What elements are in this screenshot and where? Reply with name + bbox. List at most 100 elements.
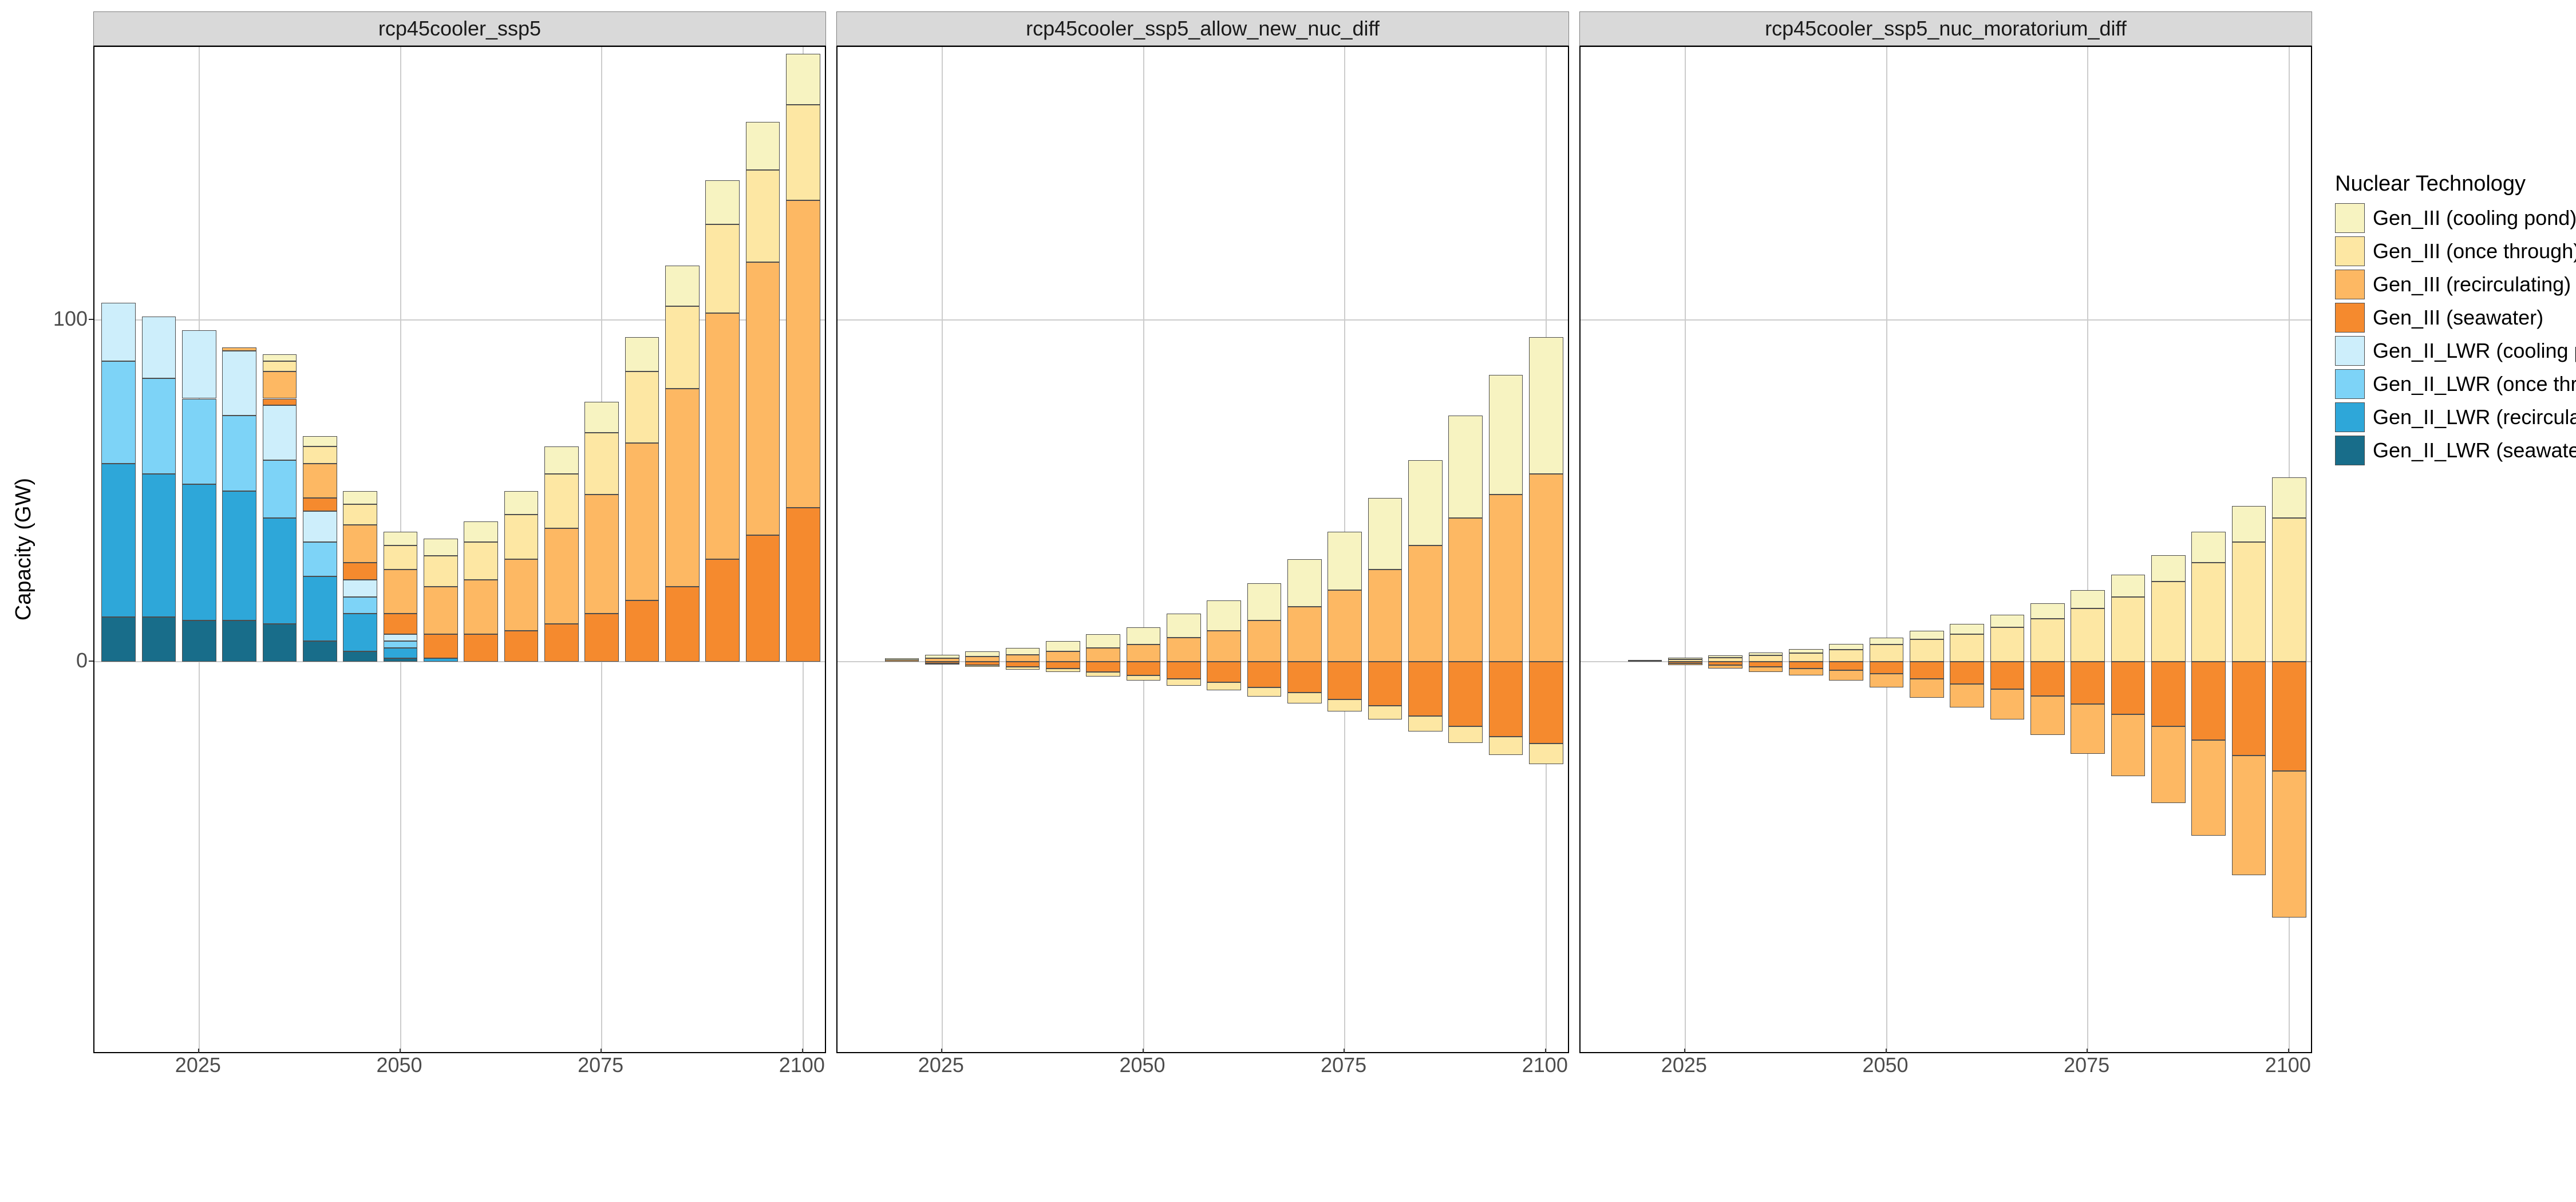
bar-group — [625, 47, 659, 1052]
bar-segment — [1628, 660, 1662, 661]
bar-segment — [222, 491, 256, 621]
bar-segment — [746, 262, 780, 535]
bar-group — [584, 47, 619, 1052]
bar-group — [965, 47, 999, 1052]
bar-segment — [665, 389, 700, 587]
bar-segment — [746, 170, 780, 262]
bar-segment — [1207, 682, 1241, 690]
bar-segment — [544, 446, 579, 474]
bar-segment — [1327, 699, 1362, 711]
bar-segment — [1950, 662, 1984, 684]
legend-item: Gen_III (seawater) — [2335, 303, 2576, 333]
bar-group — [1628, 47, 1662, 1052]
bar-segment — [2191, 532, 2226, 563]
bar-segment — [424, 587, 458, 635]
bar-segment — [1046, 641, 1080, 651]
x-tick: 2025 — [1661, 1053, 1707, 1077]
y-tick: 100 — [53, 307, 88, 331]
bar-segment — [2151, 726, 2186, 803]
figure: Capacity (GW) 0100 rcp45cooler_ssp520252… — [11, 11, 2576, 1088]
bar-segment — [424, 634, 458, 658]
bar-group — [1489, 47, 1523, 1052]
bar-segment — [182, 399, 216, 484]
x-tick: 2025 — [175, 1053, 221, 1077]
bar-segment — [2232, 542, 2266, 662]
legend-swatch — [2335, 303, 2365, 333]
bar-segment — [885, 660, 919, 662]
bar-segment — [1127, 662, 1161, 675]
bar-group — [1910, 47, 1944, 1052]
bar-group — [182, 47, 216, 1052]
bar-segment — [925, 655, 959, 658]
bar-segment — [625, 337, 659, 371]
bar-segment — [384, 641, 418, 648]
bar-group — [1789, 47, 1823, 1052]
bar-segment — [1368, 498, 1402, 570]
bar-segment — [263, 624, 297, 662]
panel: rcp45cooler_ssp5_allow_new_nuc_diff20252… — [836, 11, 1569, 1088]
x-tick: 2100 — [779, 1053, 825, 1077]
bar-segment — [142, 617, 176, 662]
bar-segment — [504, 515, 539, 559]
bar-segment — [1489, 495, 1523, 662]
bar-segment — [665, 306, 700, 388]
bar-segment — [2151, 662, 2186, 726]
bar-segment — [665, 266, 700, 307]
bar-segment — [1448, 662, 1483, 726]
bar-group — [263, 47, 297, 1052]
legend-item: Gen_III (cooling pond) — [2335, 203, 2576, 233]
bar-segment — [1870, 662, 1904, 674]
panel-body — [1579, 46, 2312, 1053]
bar-group — [746, 47, 780, 1052]
x-tick: 2050 — [1862, 1053, 1908, 1077]
bar-segment — [2272, 477, 2306, 519]
bar-group — [142, 47, 176, 1052]
bar-segment — [343, 597, 377, 614]
bar-segment — [101, 464, 136, 617]
bar-segment — [263, 361, 297, 371]
bar-segment — [1368, 662, 1402, 706]
bars-layer — [1581, 47, 2311, 1052]
bar-segment — [1086, 648, 1120, 662]
bar-segment — [1708, 658, 1743, 662]
bar-segment — [786, 54, 820, 105]
bar-segment — [1287, 662, 1322, 693]
bar-segment — [1489, 737, 1523, 755]
bar-segment — [1127, 627, 1161, 645]
bar-group — [303, 47, 337, 1052]
bar-segment — [384, 532, 418, 545]
bar-segment — [1870, 638, 1904, 645]
bar-segment — [343, 651, 377, 662]
bar-segment — [2071, 704, 2105, 754]
bar-segment — [2191, 740, 2226, 836]
bar-segment — [665, 587, 700, 662]
bar-segment — [584, 433, 619, 494]
x-tick: 2100 — [2265, 1053, 2311, 1077]
bar-segment — [343, 580, 377, 597]
bar-segment — [2071, 590, 2105, 609]
bar-segment — [1529, 662, 1563, 744]
bar-group — [384, 47, 418, 1052]
bar-segment — [2111, 714, 2146, 776]
bar-segment — [625, 371, 659, 443]
bar-segment — [343, 525, 377, 563]
bar-segment — [2030, 696, 2065, 736]
bar-segment — [1829, 650, 1863, 662]
bar-segment — [263, 460, 297, 518]
bar-segment — [1327, 532, 1362, 590]
bar-segment — [544, 474, 579, 528]
bar-segment — [1086, 662, 1120, 672]
x-tick: 2050 — [376, 1053, 422, 1077]
bar-segment — [384, 570, 418, 614]
legend-item: Gen_II_LWR (cooling pond) — [2335, 336, 2576, 366]
bar-segment — [1207, 631, 1241, 662]
bar-segment — [142, 317, 176, 378]
bar-group — [786, 47, 820, 1052]
bar-segment — [584, 614, 619, 662]
bar-segment — [101, 303, 136, 361]
x-tick: 2075 — [2064, 1053, 2109, 1077]
bar-segment — [1167, 679, 1201, 686]
bar-group — [1287, 47, 1322, 1052]
bar-segment — [343, 491, 377, 505]
bar-segment — [384, 648, 418, 658]
